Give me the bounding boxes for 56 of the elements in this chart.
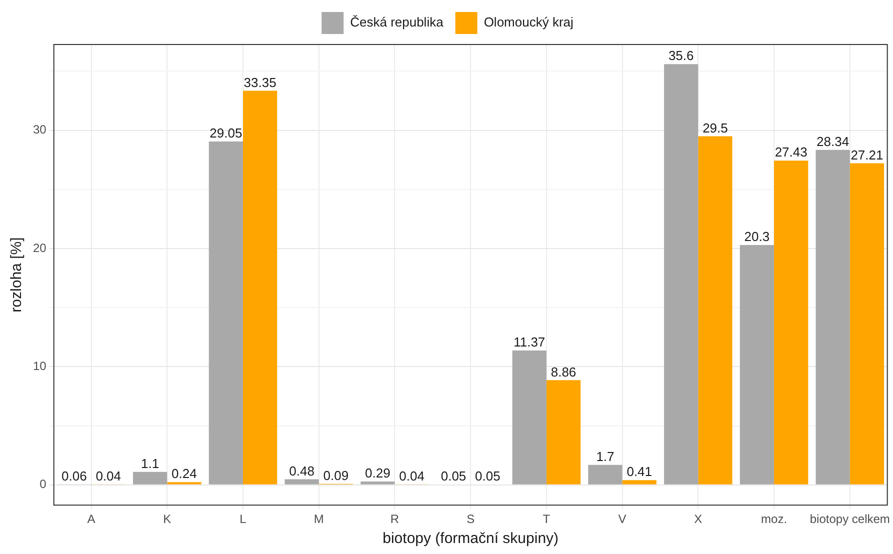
x-tick-label: S — [466, 512, 475, 526]
bar — [284, 479, 319, 484]
data-label: 29.5 — [702, 120, 728, 136]
data-label: 0.05 — [474, 468, 500, 484]
bar — [208, 142, 243, 484]
y-tick-label: 10 — [32, 359, 47, 374]
data-label: 0.48 — [289, 463, 314, 478]
y-tick-label: 30 — [32, 122, 47, 137]
data-label: 0.06 — [62, 468, 87, 484]
bar — [588, 464, 622, 484]
data-label: 27.43 — [774, 144, 808, 160]
bar — [133, 472, 168, 484]
data-label: 35.6 — [668, 48, 694, 64]
data-label: 1.1 — [141, 456, 160, 471]
x-axis-title: biotopy (formační skupiny) — [382, 530, 559, 548]
x-tick-label: A — [87, 512, 96, 526]
data-label: 1.7 — [596, 448, 614, 464]
bar — [664, 64, 698, 484]
x-tick-label: moz. — [761, 512, 788, 526]
y-tick-label: 20 — [32, 240, 47, 255]
data-label: 8.86 — [550, 364, 576, 380]
x-tick-label: M — [314, 512, 324, 526]
x-tick-label: K — [163, 512, 172, 526]
bar — [740, 244, 774, 484]
data-label: 11.37 — [514, 334, 546, 350]
legend-label: Česká republika — [350, 14, 444, 30]
bar — [698, 136, 732, 484]
x-tick-label: L — [240, 512, 247, 526]
bar — [774, 160, 808, 484]
data-label: 0.04 — [399, 468, 424, 484]
x-tick-label: R — [390, 512, 400, 526]
bar — [243, 90, 278, 484]
y-axis-title: rozloha [%] — [8, 237, 26, 312]
data-label: 0.24 — [172, 466, 197, 482]
data-label: 20.3 — [744, 229, 770, 244]
x-tick-label: V — [618, 512, 626, 526]
data-label: 33.35 — [244, 74, 276, 90]
bar — [850, 163, 884, 484]
data-label: 0.09 — [323, 468, 349, 483]
x-tick-label: biotopy celkem — [810, 512, 890, 526]
data-label: 27.21 — [850, 147, 884, 162]
bar — [816, 150, 850, 484]
bar — [546, 380, 581, 484]
data-label: 0.29 — [365, 466, 390, 481]
data-label: 0.05 — [440, 468, 466, 484]
data-label: 0.41 — [626, 464, 652, 480]
bar — [360, 481, 395, 484]
legend-label: Olomoucký kraj — [484, 14, 574, 30]
data-label: 28.34 — [816, 134, 850, 149]
data-label: 0.04 — [96, 468, 122, 484]
bar — [512, 350, 546, 484]
x-tick-label: X — [694, 512, 702, 526]
y-tick-label: 0 — [40, 477, 47, 492]
x-tick-label: T — [542, 512, 551, 526]
data-label: 29.05 — [210, 126, 242, 141]
bar — [622, 480, 656, 484]
